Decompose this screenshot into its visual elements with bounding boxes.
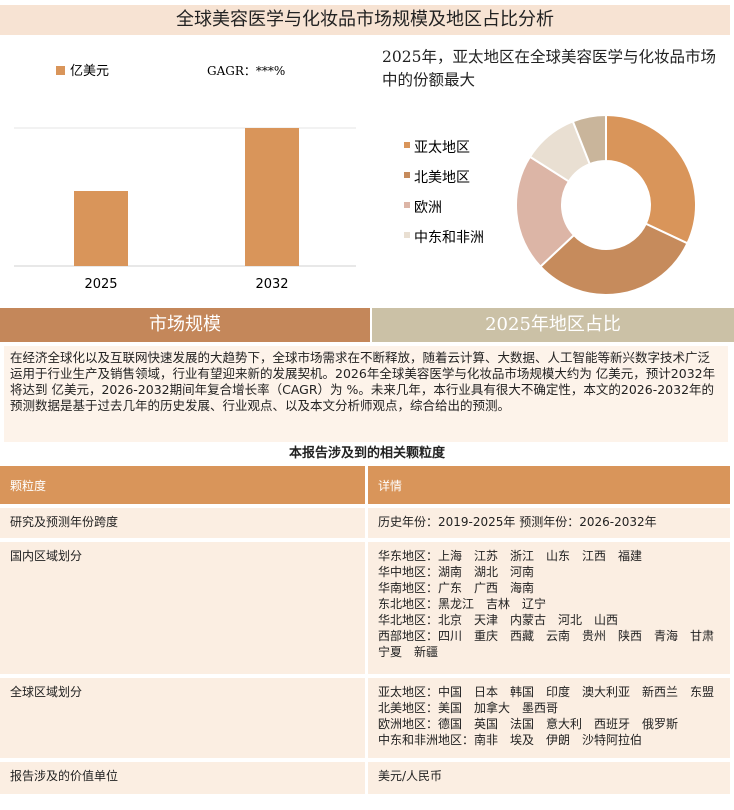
- detail-line: 历史年份：2019-2025年 预测年份：2026-2032年: [378, 515, 657, 529]
- legend-swatch: [404, 202, 410, 208]
- row-label: 报告涉及的价值单位: [0, 762, 368, 794]
- detail-line: 华北地区：北京 天津 内蒙古 河北 山西: [378, 613, 619, 627]
- paragraph: 在经济全球化以及互联网快速发展的大趋势下，全球市场需求在不断释放，随着云计算、大…: [4, 346, 728, 442]
- legend-swatch: [404, 232, 410, 238]
- pie-slice: [571, 113, 607, 166]
- legend-label: 欧洲: [414, 200, 442, 216]
- row-detail: 亚太地区：中国 日本 韩国 印度 澳大利亚 新西兰 东盟 北美地区：美国 加拿大 …: [368, 678, 730, 758]
- legend-label: 亿美元: [70, 64, 109, 79]
- pie-slice: [605, 113, 697, 245]
- row-label: 研究及预测年份跨度: [0, 508, 368, 538]
- detail-line: 欧洲地区：德国 英国 法国 意大利 西班牙 俄罗斯: [378, 717, 679, 731]
- pie-title: 2025年，亚太地区在全球美容医学与化妆品市场中的份额最大: [382, 48, 716, 89]
- legend-label: 北美地区: [414, 170, 470, 186]
- legend-swatch: [404, 142, 410, 148]
- legend-swatch: [56, 66, 65, 75]
- table: 颗粒度 详情 研究及预测年份跨度 历史年份：2019-2025年 预测年份：2026-…: [0, 462, 730, 798]
- detail-line: 西部地区：四川 重庆 西藏 云南 贵州 陕西 青海 甘肃 宁夏 新疆: [378, 629, 727, 659]
- x-tick-label: 2025: [84, 277, 117, 292]
- page-title: 全球美容医学与化妆品市场规模及地区占比分析: [0, 5, 730, 35]
- pie-slice: [538, 222, 689, 296]
- header-cell: 颗粒度: [0, 466, 368, 504]
- row-label: 国内区域划分: [0, 542, 368, 674]
- detail-line: 北美地区：美国 加拿大 墨西哥: [378, 701, 559, 715]
- bar-chart: 亿美元 GAGR：***% 2025 2032: [14, 64, 356, 292]
- bar: [74, 191, 128, 266]
- detail-line: 亚太地区：中国 日本 韩国 印度 澳大利亚 新西兰 东盟: [378, 685, 715, 699]
- x-tick-label: 2032: [255, 277, 288, 292]
- legend-label: 中东和非洲: [414, 230, 484, 246]
- legend-label: 亚太地区: [414, 140, 470, 156]
- row-label: 全球区域划分: [0, 678, 368, 758]
- row-detail: 华东地区：上海 江苏 浙江 山东 江西 福建 华中地区：湖南 湖北 河南 华南地区：…: [368, 542, 730, 674]
- section-header: 市场规模: [0, 308, 370, 342]
- detail-line: 美元/人民币: [378, 769, 443, 783]
- bar: [245, 128, 299, 266]
- detail-line: 华中地区：湖南 湖北 河南: [378, 565, 535, 579]
- table-title: 本报告涉及到的相关颗粒度: [288, 446, 445, 461]
- legend-swatch: [404, 172, 410, 178]
- section-header: 2025年地区占比: [372, 308, 734, 342]
- detail-line: 华南地区：广东 广西 海南: [378, 581, 535, 595]
- pie-slice: [515, 155, 576, 269]
- row-detail: 历史年份：2019-2025年 预测年份：2026-2032年: [368, 508, 730, 538]
- annotation: GAGR：***%: [207, 64, 285, 78]
- detail-line: 东北地区：黑龙江 吉林 辽宁: [378, 597, 547, 611]
- header-cell: 详情: [368, 466, 730, 504]
- detail-line: 中东和非洲地区：南非 埃及 伊朗 沙特阿拉伯: [378, 733, 643, 747]
- detail-line: 华东地区：上海 江苏 浙江 山东 江西 福建: [378, 549, 643, 563]
- row-detail: 美元/人民币: [368, 762, 730, 794]
